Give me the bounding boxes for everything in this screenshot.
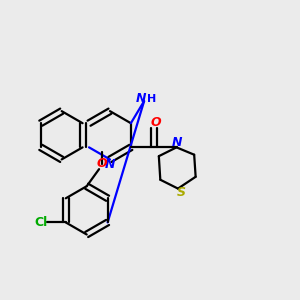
Text: Cl: Cl [34, 216, 47, 229]
Text: O: O [150, 116, 161, 129]
Text: O: O [97, 157, 107, 170]
Text: S: S [176, 186, 185, 199]
Text: N: N [105, 158, 115, 171]
Text: H: H [147, 94, 156, 104]
Text: N: N [171, 136, 182, 148]
Text: N: N [135, 92, 146, 105]
